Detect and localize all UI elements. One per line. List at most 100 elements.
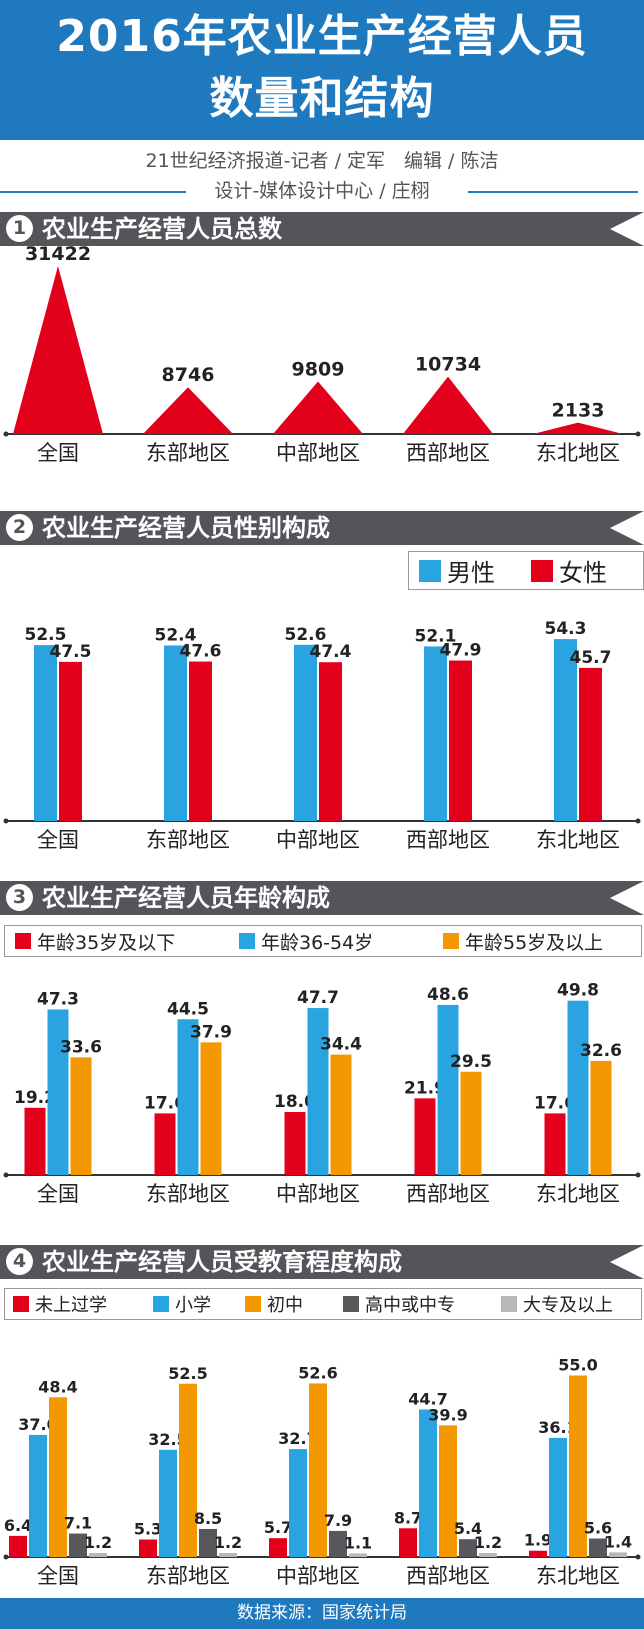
bar-region-2-series-2: [189, 661, 212, 821]
legend-swatch-3: [245, 1296, 261, 1312]
bar-region-2-series-1: [164, 645, 187, 821]
value-label-region-3-series-2: 47.7: [297, 988, 339, 1008]
value-label-region-2-series-1: 17.6: [144, 1093, 186, 1113]
axis-end-dot: [3, 431, 9, 437]
category-label-region-3: 中部地区: [276, 828, 360, 852]
bar-region-5-series-5: [609, 1552, 627, 1557]
legend-label-1: 未上过学: [35, 1295, 107, 1316]
bar-region-3-series-3: [309, 1383, 327, 1557]
bar-region-2-series-3: [200, 1042, 222, 1175]
header-banner: 2016年农业生产经营人员 数量和结构: [0, 0, 644, 140]
value-label-region-2-series-1: 52.4: [155, 625, 197, 645]
category-label-region-2: 东部地区: [146, 1564, 230, 1588]
value-label-region-3: 9809: [292, 359, 345, 381]
value-label-region-5-series-3: 32.6: [580, 1041, 622, 1061]
legend-item-5: 大专及以上: [501, 1289, 613, 1319]
value-label-region-1-series-1: 6.4: [4, 1516, 32, 1535]
value-label-region-3-series-3: 34.4: [320, 1035, 362, 1055]
bar-region-5-series-3: [569, 1375, 587, 1557]
bar-region-1-series-1: [34, 645, 57, 821]
legend-item-3: 初中: [245, 1289, 303, 1319]
category-label-region-4: 西部地区: [406, 828, 490, 852]
value-label-region-4-series-1: 8.7: [394, 1508, 422, 1527]
category-label-region-2: 东部地区: [146, 441, 230, 465]
value-label-region-5-series-2: 36.1: [538, 1418, 577, 1437]
legend-swatch-2: [153, 1296, 169, 1312]
bar-region-5-series-4: [589, 1538, 607, 1557]
section-number-1: 1: [6, 215, 33, 242]
value-label-region-3-series-5: 1.1: [344, 1533, 372, 1552]
value-label-region-3-series-1: 52.6: [285, 625, 327, 645]
legend-item-4: 高中或中专: [343, 1289, 455, 1319]
age-chart: 19.2 47.3 33.6 全国 17.6 44.5 37.9 东部地区 18.0 47.7 34…: [3, 981, 641, 1206]
bar-region-1-series-2: [29, 1434, 47, 1557]
axis-end-dot: [635, 431, 641, 437]
total-chart: 31422 全国 8746 东部地区 9809 中部地区 10734 西部地区 2133 东北地区: [3, 246, 641, 465]
bar-region-4-series-2: [419, 1409, 437, 1557]
section-bar-2: 2 农业生产经营人员性别构成: [0, 511, 644, 545]
bar-region-1-series-1: [9, 1535, 27, 1557]
legend-item-2: 女性: [531, 552, 607, 589]
value-label-region-2-series-4: 8.5: [194, 1509, 222, 1528]
value-label-region-2-series-5: 1.2: [214, 1533, 242, 1552]
value-label-region-4-series-5: 1.2: [474, 1533, 502, 1552]
bar-region-2-series-2: [159, 1449, 177, 1557]
value-label-region-5: 2133: [552, 400, 605, 422]
value-label-region-1-series-1: 52.5: [25, 625, 67, 645]
bar-region-5-series-2: [567, 1000, 589, 1175]
section-bar-3: 3 农业生产经营人员年龄构成: [0, 881, 644, 915]
category-label-region-2: 东部地区: [146, 1182, 230, 1206]
bar-region-1-series-4: [69, 1533, 87, 1557]
legend-label-3: 初中: [267, 1295, 303, 1316]
value-label-region-3-series-2: 47.4: [310, 642, 352, 662]
section-title-4: 农业生产经营人员受教育程度构成: [42, 1248, 402, 1276]
axis-end-dot: [635, 1554, 641, 1560]
value-label-region-1-series-3: 48.4: [38, 1377, 77, 1396]
value-label-region-1-series-2: 37.0: [18, 1415, 57, 1434]
bar-region-2-series-4: [199, 1528, 217, 1557]
value-label-region-4-series-3: 39.9: [428, 1405, 467, 1424]
section-title-3: 农业生产经营人员年龄构成: [42, 884, 330, 912]
legend-label-4: 高中或中专: [365, 1295, 455, 1316]
bar-region-1-series-2: [47, 1009, 69, 1175]
legend-swatch-2: [239, 933, 255, 949]
value-label-region-4: 10734: [415, 354, 481, 376]
bar-region-4-series-1: [399, 1528, 417, 1557]
section-notch-1: [610, 212, 644, 246]
bar-region-2-series-2: [177, 1019, 199, 1175]
value-label-region-4-series-2: 47.9: [440, 641, 482, 661]
legend-item-2: 年龄36-54岁: [239, 926, 373, 956]
legend-item-3: 年龄55岁及以上: [443, 926, 603, 956]
axis-end-dot: [635, 818, 641, 824]
triangle-mark-region-3: [273, 381, 363, 434]
category-label-region-5: 东北地区: [536, 828, 620, 852]
category-label-region-5: 东北地区: [536, 1182, 620, 1206]
legend-label-1: 年龄35岁及以下: [37, 931, 176, 954]
legend-swatch-1: [15, 933, 31, 949]
triangle-mark-region-4: [403, 376, 493, 434]
bar-region-1-series-1: [24, 1107, 46, 1175]
value-label-region-4-series-2: 44.7: [408, 1389, 447, 1408]
credit-divider-right: [468, 191, 638, 193]
section-number-3: 3: [6, 884, 33, 911]
value-label-region-5-series-3: 55.0: [558, 1356, 597, 1375]
section-notch-2: [610, 511, 644, 545]
value-label-region-5-series-1: 1.9: [524, 1531, 552, 1550]
bar-region-4-series-3: [439, 1425, 457, 1557]
category-label-region-4: 西部地区: [406, 1182, 490, 1206]
category-label-region-1: 全国: [37, 828, 79, 852]
value-label-region-3-series-2: 32.7: [278, 1429, 317, 1448]
value-label-region-5-series-4: 5.6: [584, 1519, 612, 1538]
value-label-region-3-series-4: 7.9: [324, 1511, 352, 1530]
bar-region-2-series-1: [154, 1113, 176, 1175]
category-label-region-2: 东部地区: [146, 828, 230, 852]
legend-swatch-1: [419, 559, 441, 582]
bar-region-3-series-1: [284, 1112, 306, 1175]
value-label-region-1-series-5: 1.2: [84, 1533, 112, 1552]
bar-region-3-series-2: [289, 1449, 307, 1557]
credit-divider-left: [0, 191, 186, 193]
value-label-region-5-series-1: 54.3: [545, 619, 587, 639]
bar-region-4-series-2: [437, 1004, 459, 1175]
triangle-mark-region-5: [533, 422, 623, 434]
gender-chart: 52.547.5 全国 52.447.6 东部地区 52.647.4 中部地区 52.147…: [3, 619, 641, 852]
